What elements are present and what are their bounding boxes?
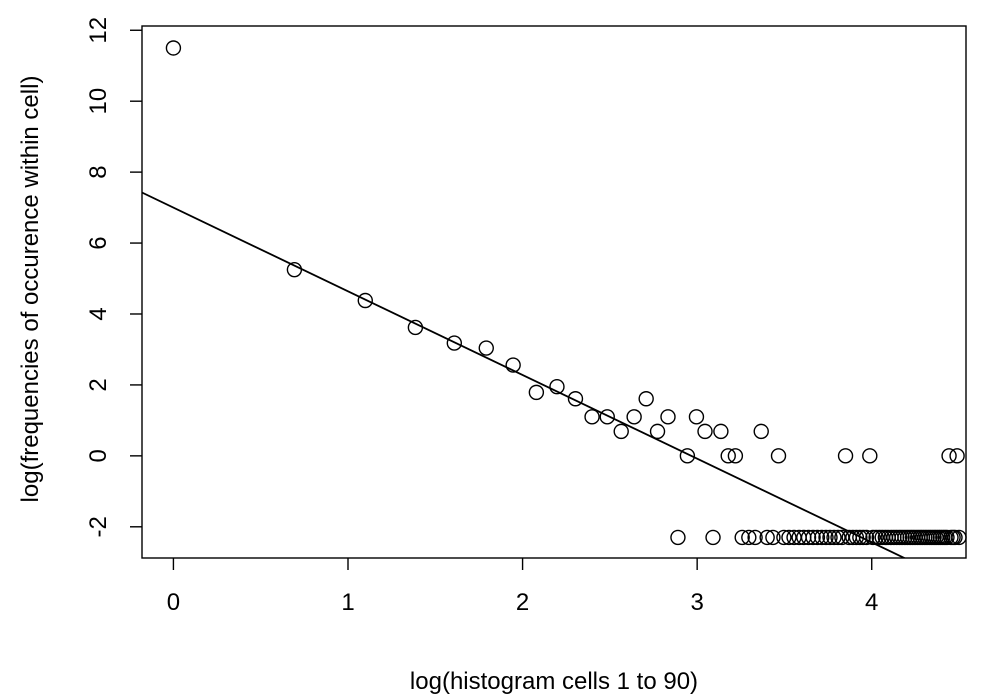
data-point: [649, 423, 666, 440]
data-point: [741, 529, 757, 546]
data-point: [727, 448, 744, 464]
data-point: [478, 340, 494, 356]
y-tick-label: 8: [85, 165, 112, 178]
data-point: [638, 391, 654, 407]
x-tick-label: 3: [690, 589, 703, 616]
data-point: [800, 529, 817, 546]
data-point: [670, 529, 686, 546]
data-point: [747, 529, 763, 546]
data-point: [770, 448, 787, 464]
data-point: [660, 409, 676, 425]
x-tick-label: 4: [865, 589, 878, 616]
x-axis-label: log(histogram cells 1 to 90): [410, 668, 698, 695]
data-point: [753, 423, 769, 440]
data-point: [713, 423, 729, 440]
y-tick-label: 6: [85, 236, 112, 249]
data-point: [862, 448, 878, 464]
x-axis: 0 1 2 3 4: [167, 558, 878, 616]
data-point: [584, 409, 600, 425]
x-tick-label: 1: [341, 589, 354, 616]
y-tick-label: 0: [85, 449, 112, 462]
data-point: [809, 529, 826, 546]
data-point: [941, 448, 957, 464]
data-point: [814, 529, 830, 546]
data-point: [688, 409, 705, 425]
data-point: [818, 529, 834, 546]
data-point: [830, 529, 846, 546]
data-point: [781, 529, 797, 546]
y-tick-label: 12: [85, 17, 112, 44]
y-axis-label: log(frequencies of occurence within cell…: [17, 76, 44, 503]
data-point: [765, 529, 781, 546]
data-point: [855, 529, 871, 546]
data-point: [613, 423, 629, 440]
data-point: [679, 448, 696, 464]
data-point: [446, 335, 463, 351]
data-point: [951, 529, 967, 546]
data-point: [826, 529, 842, 546]
data-point: [549, 378, 565, 395]
data-point: [705, 529, 721, 546]
data-point: [567, 391, 584, 407]
data-point: [822, 529, 838, 546]
data-point: [599, 409, 615, 425]
data-point: [505, 357, 521, 373]
data-point: [357, 292, 373, 309]
data-point: [852, 529, 868, 546]
data-point: [858, 529, 875, 546]
data-point: [805, 529, 821, 546]
data-point: [697, 423, 713, 440]
data-point: [939, 529, 955, 546]
x-tick-label: 0: [167, 589, 180, 616]
y-tick-label: -2: [85, 516, 112, 537]
y-axis: -2 0 2 4 6 8 10 12: [85, 17, 142, 537]
x-tick-label: 2: [516, 589, 529, 616]
data-point: [626, 409, 642, 425]
data-point: [734, 529, 750, 546]
data-point: [286, 261, 303, 278]
regression-line: [142, 191, 907, 558]
data-point: [407, 319, 424, 336]
plot-frame: [141, 25, 967, 559]
data-point: [720, 448, 736, 464]
data-point: [949, 448, 965, 464]
y-tick-label: 4: [85, 307, 112, 320]
data-point: [837, 448, 854, 464]
data-point: [947, 529, 963, 546]
data-point: [776, 529, 792, 546]
data-point: [848, 529, 865, 546]
data-point: [528, 384, 545, 401]
data-point: [759, 529, 775, 546]
y-tick-label: 2: [85, 378, 112, 391]
y-tick-label: 10: [85, 88, 112, 115]
data-point: [165, 40, 182, 56]
